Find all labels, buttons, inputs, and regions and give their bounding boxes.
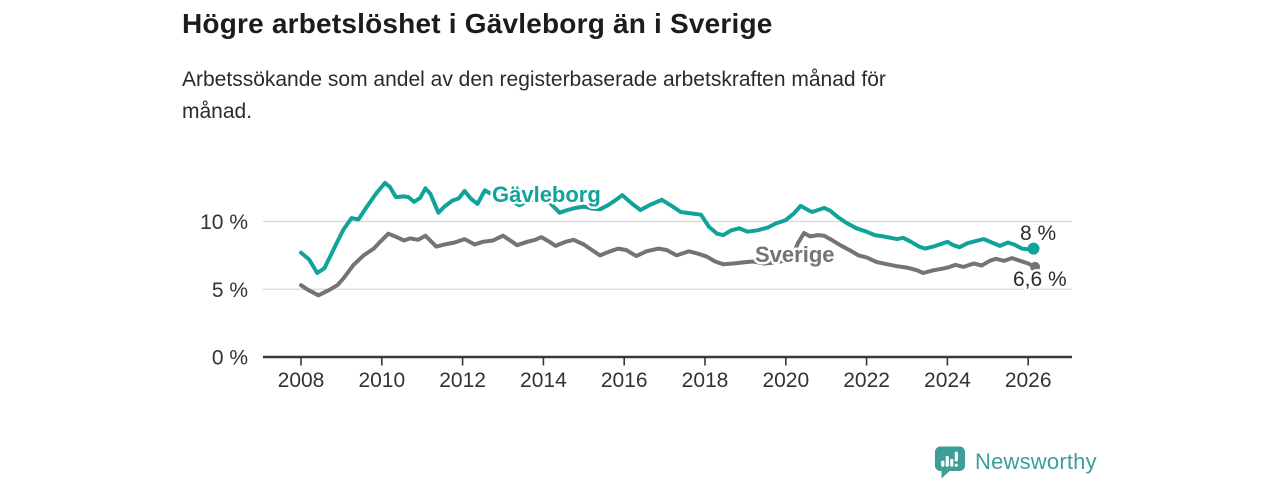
logo-bar-2 xyxy=(945,455,949,467)
logo-exclamation-dot xyxy=(954,463,958,467)
chart-subtitle-line-2: månad. xyxy=(182,100,253,123)
x-tick-label-2008: 2008 xyxy=(278,369,325,392)
newsworthy-brand-text: Newsworthy xyxy=(975,449,1097,474)
y-tick-label-10: 10 % xyxy=(200,211,248,234)
series-name-label-sverige: Sverige xyxy=(755,242,835,267)
logo-bar-1 xyxy=(941,460,945,467)
logo-bubble-shape xyxy=(934,446,966,478)
series-end-dot-sverige xyxy=(1030,261,1041,272)
series-name-label-gavleborg: Gävleborg xyxy=(492,182,601,207)
newsworthy-logo-icon xyxy=(934,446,966,478)
logo-exclamation-bar xyxy=(954,451,958,462)
x-tick-label-2020: 2020 xyxy=(762,369,809,392)
chart-subtitle-line-1: Arbetssökande som andel av den registerb… xyxy=(182,68,886,91)
chart-subtitle: Arbetssökande som andel av den registerb… xyxy=(182,64,1082,128)
series-line-gavleborg xyxy=(299,180,1036,275)
data-series xyxy=(299,180,1041,298)
series-end-value-label-gavleborg: 8 % xyxy=(1020,222,1056,245)
series-end-value-label-sverige: 6,6 % xyxy=(1013,268,1067,291)
brand-footer: Newsworthy xyxy=(934,444,1097,480)
chart-title: Högre arbetslöshet i Gävleborg än i Sver… xyxy=(182,7,1082,41)
y-axis-labels: 0 % 5 % 10 % xyxy=(200,211,248,370)
x-tick-label-2014: 2014 xyxy=(520,369,567,392)
x-axis: 2008 2010 2012 2014 2016 2018 2020 2022 2024 2026 xyxy=(263,355,1072,392)
series-line-sverige xyxy=(299,231,1038,298)
annotations: Gävleborg 8 % Sverige 6,6 % xyxy=(490,180,1070,294)
gridlines xyxy=(263,220,1072,290)
y-tick-label-5: 5 % xyxy=(212,279,248,302)
logo-bar-3 xyxy=(950,458,954,467)
chart-header: Högre arbetslöshet i Gävleborg än i Sver… xyxy=(182,7,1082,41)
x-tick-label-2016: 2016 xyxy=(601,369,648,392)
x-tick-label-2010: 2010 xyxy=(358,369,405,392)
series-end-dot-gavleborg xyxy=(1027,242,1040,255)
x-tick-label-2018: 2018 xyxy=(682,369,729,392)
x-tick-label-2012: 2012 xyxy=(439,369,486,392)
chart-title-text: Högre arbetslöshet i Gävleborg än i Sver… xyxy=(182,8,773,39)
x-tick-label-2024: 2024 xyxy=(924,369,971,392)
x-tick-label-2022: 2022 xyxy=(843,369,890,392)
x-tick-label-2026: 2026 xyxy=(1005,369,1052,392)
y-tick-label-0: 0 % xyxy=(212,347,248,370)
